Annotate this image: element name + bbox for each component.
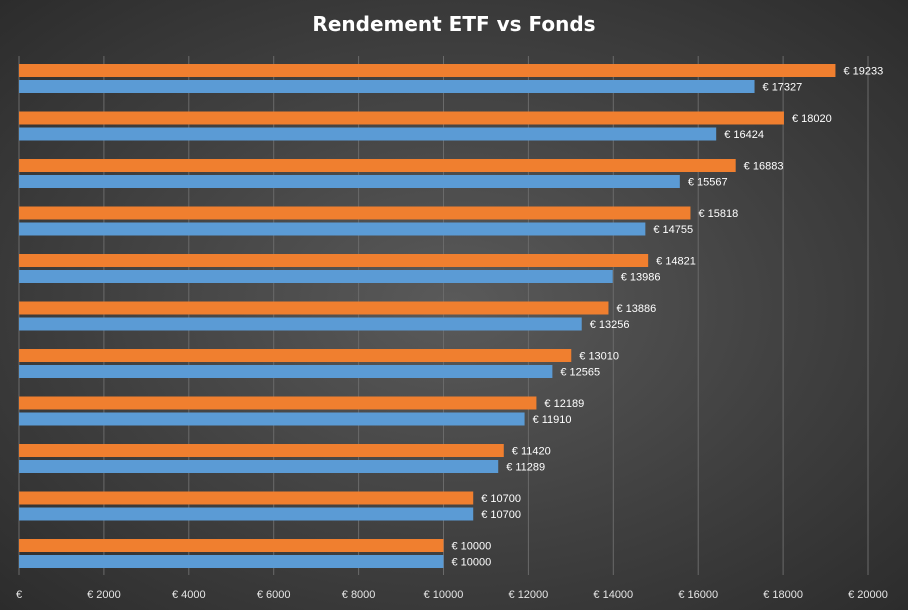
bar-orange: [19, 254, 649, 267]
chart-title: Rendement ETF vs Fonds: [312, 12, 595, 36]
bar-blue: [19, 175, 680, 188]
bar-blue: [19, 222, 646, 236]
data-label: € 16883: [744, 161, 784, 173]
bar-blue: [19, 127, 717, 141]
bars: [19, 64, 836, 568]
bar-blue: [19, 412, 525, 426]
data-label: € 13886: [616, 303, 656, 315]
bar-orange: [19, 349, 572, 362]
data-label: € 10700: [481, 493, 521, 505]
x-tick-label: € 12000: [509, 589, 549, 601]
data-label: € 10000: [452, 541, 492, 553]
bar-blue: [19, 317, 582, 331]
bar-orange: [19, 491, 474, 505]
x-tick-label: € 14000: [593, 589, 633, 601]
bar-orange: [19, 301, 609, 315]
x-tick-label: € 2000: [87, 589, 121, 601]
bar-orange: [19, 159, 736, 172]
data-label: € 12565: [560, 367, 600, 379]
data-label: € 10700: [481, 509, 521, 521]
x-tick-label: € 4000: [172, 589, 206, 601]
data-label: € 14755: [653, 224, 693, 236]
bar-orange: [19, 396, 537, 410]
bar-blue: [19, 507, 474, 521]
data-label: € 16424: [724, 129, 764, 141]
data-label: € 12189: [544, 398, 584, 410]
x-tick-label: €: [16, 589, 22, 601]
data-label: € 11420: [512, 446, 551, 458]
data-label: € 13010: [579, 351, 619, 363]
bar-orange: [19, 206, 691, 220]
data-label: € 15567: [688, 177, 728, 189]
bar-orange: [19, 64, 836, 77]
data-label: € 17327: [763, 82, 803, 94]
bar-blue: [19, 270, 613, 283]
gridlines: [18, 56, 869, 575]
data-labels: € 19233 € 17327 € 18020 € 16424 € 16883 € 155…: [452, 66, 884, 569]
x-tick-label: € 8000: [342, 589, 376, 601]
data-label: € 11289: [506, 462, 545, 474]
x-tick-label: € 16000: [678, 589, 718, 601]
x-tick-label: € 18000: [763, 589, 803, 601]
bar-blue: [19, 555, 444, 568]
bar-blue: [19, 80, 755, 93]
x-tick-label: € 6000: [257, 589, 291, 601]
x-tick-label: € 20000: [848, 589, 888, 601]
data-label: € 10000: [452, 557, 492, 569]
data-label: € 13256: [590, 319, 630, 331]
bar-orange: [19, 444, 504, 457]
data-label: € 13986: [621, 272, 661, 284]
data-label: € 18020: [792, 113, 832, 125]
bar-orange: [19, 539, 444, 552]
x-tick-label: € 10000: [424, 589, 464, 601]
data-label: € 15818: [698, 208, 738, 220]
bar-orange: [19, 111, 784, 125]
bar-blue: [19, 460, 499, 473]
x-axis-ticks: € € 2000 € 4000 € 6000 € 8000 € 10000 € 12000 €…: [16, 589, 888, 601]
data-label: € 14821: [656, 256, 696, 268]
bar-blue: [19, 365, 553, 378]
data-label: € 19233: [843, 66, 883, 78]
data-label: € 11910: [533, 414, 572, 426]
